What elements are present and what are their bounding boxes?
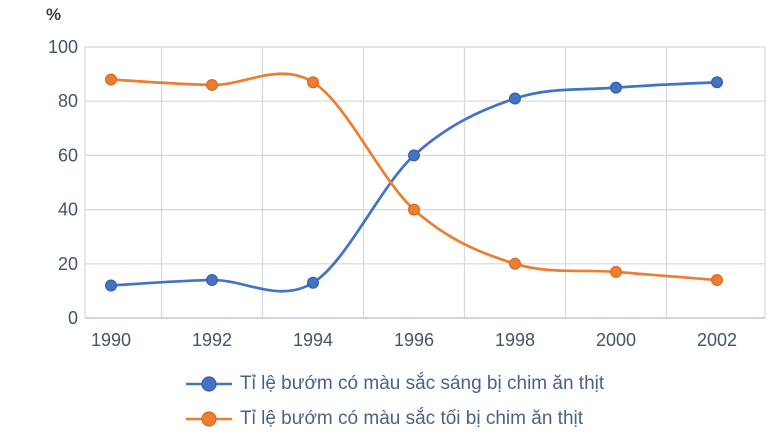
x-tick-label: 1998: [495, 330, 535, 350]
y-tick-label: 80: [58, 91, 78, 111]
legend-label-bright-butterflies: Tỉ lệ bướm có màu sắc sáng bị chim ăn th…: [240, 373, 605, 394]
x-tick-label: 2002: [697, 330, 737, 350]
y-tick-label: 40: [58, 200, 78, 220]
data-point-marker-series-0: [609, 81, 622, 94]
series-line-0: [109, 80, 719, 293]
data-point-marker-series-0: [206, 274, 219, 287]
data-point-marker-series-0: [307, 276, 320, 289]
x-tick-label: 1990: [91, 330, 131, 350]
legend: Tỉ lệ bướm có màu sắc sáng bị chim ăn th…: [186, 373, 605, 430]
x-tick-label: 2000: [596, 330, 636, 350]
legend-item-dark-butterflies: Tỉ lệ bướm có màu sắc tối bị chim ăn thị…: [186, 407, 604, 430]
legend-line-marker-icon: [186, 411, 232, 427]
y-tick-label: 0: [68, 308, 78, 328]
data-point-marker-series-1: [509, 257, 522, 270]
data-point-marker-series-0: [509, 92, 522, 105]
chart-plot-area: 0 20 40 60 80 100 1990 1992 1994 1996 1998 2000 2002: [48, 37, 766, 350]
data-point-marker-series-1: [104, 73, 117, 86]
data-point-marker-series-1: [408, 203, 421, 216]
y-tick-label: 60: [58, 145, 78, 165]
x-tick-label: 1992: [192, 330, 232, 350]
x-tick-label: 1994: [293, 330, 333, 350]
legend-line-marker-icon: [186, 376, 232, 393]
data-point-marker-series-0: [104, 279, 117, 292]
y-tick-label: 20: [58, 254, 78, 274]
data-point-marker-series-1: [206, 78, 219, 91]
series-line-1: [109, 72, 719, 282]
data-point-marker-series-1: [710, 274, 723, 287]
data-point-marker-series-0: [710, 76, 723, 89]
legend-item-bright-butterflies: Tỉ lệ bướm có màu sắc sáng bị chim ăn th…: [186, 373, 605, 395]
x-tick-label: 1996: [394, 330, 434, 350]
data-point-marker-series-0: [408, 149, 421, 162]
data-point-marker-series-1: [307, 76, 320, 89]
legend-label-dark-butterflies: Tỉ lệ bướm có màu sắc tối bị chim ăn thị…: [240, 407, 584, 429]
y-tick-label: 100: [48, 37, 78, 57]
y-axis-title: %: [46, 5, 62, 24]
data-point-marker-series-1: [609, 265, 622, 278]
